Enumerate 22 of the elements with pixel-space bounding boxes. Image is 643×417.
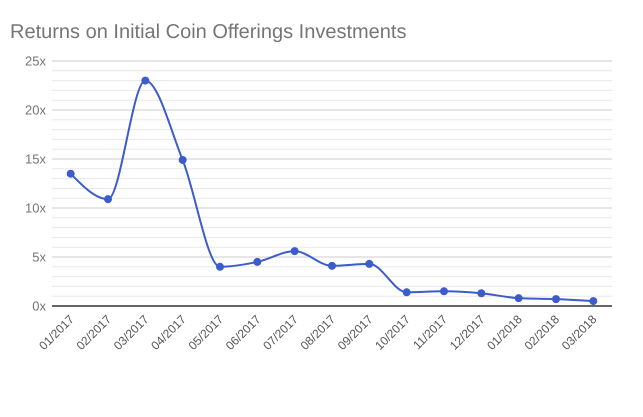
- y-tick-label: 10x: [25, 200, 46, 216]
- point: [104, 195, 112, 204]
- y-tick-label: 25x: [25, 54, 46, 69]
- point: [514, 294, 523, 302]
- point: [178, 156, 187, 164]
- point: [253, 258, 262, 266]
- point: [440, 287, 448, 296]
- y-tick-label: 5x: [32, 250, 46, 265]
- y-tick-label: 15x: [25, 152, 46, 167]
- point: [552, 295, 560, 304]
- point: [290, 247, 299, 256]
- chart-title: Returns on Initial Coin Offerings Investments: [10, 21, 406, 43]
- point: [66, 170, 75, 178]
- point: [141, 76, 150, 85]
- point: [328, 262, 336, 270]
- point: [402, 288, 411, 296]
- point: [589, 297, 598, 306]
- point: [365, 260, 374, 268]
- y-tick-label: 0x: [32, 298, 46, 314]
- point: [216, 262, 224, 271]
- y-tick-label: 20x: [25, 102, 46, 118]
- point: [477, 289, 486, 298]
